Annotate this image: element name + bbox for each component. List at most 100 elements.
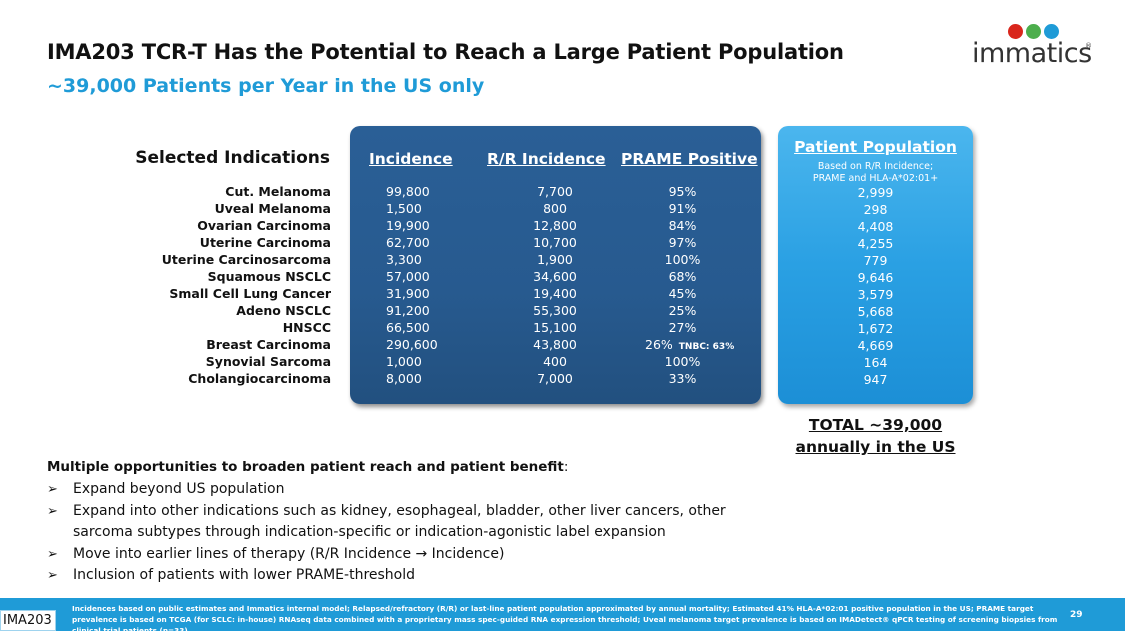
prame-value: 97% [645, 234, 720, 251]
prame-value: 95% [645, 183, 720, 200]
incidence-value: 57,000 [386, 269, 430, 284]
incidence-value: 99,800 [386, 184, 430, 199]
rr-incidence-value: 34,600 [533, 269, 577, 284]
prame-value: 68% [645, 268, 720, 285]
patient-population-value: 298 [863, 202, 888, 217]
prame-percent: 45% [668, 286, 697, 301]
rr-incidence-value: 10,700 [533, 235, 577, 250]
prame-percent: 26% [645, 337, 673, 352]
indication-labels: Cut. Melanoma Uveal Melanoma Ovarian Carci… [130, 183, 331, 387]
prame-value: 45% [645, 285, 720, 302]
total-line2: annually in the US [795, 438, 956, 456]
arrow-bullet-icon: ➢ [47, 482, 58, 497]
patient-population-value: 1,672 [857, 321, 894, 336]
rr-incidence-value: 55,300 [533, 303, 577, 318]
prame-percent: 97% [668, 235, 697, 250]
incidence-value: 8,000 [386, 371, 422, 386]
opportunities-heading-colon: : [563, 459, 569, 475]
tnbc-note: TNBC: 63% [678, 342, 735, 352]
logo-registered-mark: ® [1085, 42, 1092, 50]
prame-percent: 27% [668, 320, 697, 335]
page-number: 29 [1070, 610, 1083, 620]
logo-wordmark: immatics [972, 38, 1092, 69]
rr-incidence-value: 1,900 [537, 252, 573, 267]
prame-percent: 33% [668, 371, 697, 386]
opportunity-item: ➢ Inclusion of patients with lower PRAME-… [47, 565, 767, 587]
incidence-value: 31,900 [386, 286, 430, 301]
incidence-value: 3,300 [386, 252, 422, 267]
opportunity-item: ➢ Move into earlier lines of therapy (R/R… [47, 544, 767, 566]
prame-percent: 84% [668, 218, 697, 233]
opportunity-item: ➢ Expand beyond US population [47, 479, 767, 501]
prame-value: 27% [645, 319, 720, 336]
total-line1: TOTAL ~39,000 [808, 416, 943, 434]
incidence-value: 1,500 [386, 201, 422, 216]
prame-value: 100% [645, 353, 720, 370]
patient-population-value: 947 [863, 372, 888, 387]
patient-population-value: 9,646 [857, 270, 894, 285]
patient-population-sub-line1: Based on R/R Incidence; [817, 161, 934, 172]
incidence-value: 66,500 [386, 320, 430, 335]
incidence-value: 1,000 [386, 354, 422, 369]
arrow-bullet-icon: ➢ [47, 546, 58, 562]
rr-incidence-value: 7,000 [537, 371, 573, 386]
patient-population-column: 2,999 298 4,408 4,255 779 9,646 3,579 5,668 1,67… [778, 184, 973, 388]
patient-population-value: 4,255 [857, 236, 894, 251]
footnote: Incidences based on public estimates and… [72, 604, 1058, 631]
patient-population-subheader: Based on R/R Incidence; PRAME and HLA-A*… [778, 161, 973, 185]
prame-value: 100% [645, 251, 720, 268]
prame-value: 33% [645, 370, 720, 387]
patient-population-value: 4,408 [857, 219, 894, 234]
patient-population-value: 5,668 [857, 304, 894, 319]
incidence-header: Incidence [369, 150, 453, 168]
logo-green-dot-icon [1026, 24, 1041, 39]
patient-population-value: 164 [863, 355, 888, 370]
rr-incidence-value: 15,100 [533, 320, 577, 335]
arrow-bullet-icon: ➢ [47, 503, 58, 519]
opportunities-heading: Multiple opportunities to broaden patien… [47, 459, 568, 475]
indication-label: Adeno NSCLC [236, 303, 331, 318]
incidence-value: 19,900 [386, 218, 430, 233]
indication-label: Uterine Carcinoma [199, 235, 331, 250]
prame-percent: 100% [664, 252, 701, 267]
indication-label: Ovarian Carcinoma [197, 218, 331, 233]
indication-label: Synovial Sarcoma [205, 354, 331, 369]
patient-population-header: Patient Population [794, 138, 957, 156]
logo-red-dot-icon [1008, 24, 1023, 39]
prame-value: 84% [645, 217, 720, 234]
footer-tag: IMA203 [0, 610, 56, 631]
prame-value: 25% [645, 302, 720, 319]
opportunity-text: Inclusion of patients with lower PRAME-t… [73, 567, 416, 583]
opportunity-item: ➢ Expand into other indications such as k… [47, 501, 767, 544]
rr-incidence-value: 7,700 [537, 184, 573, 199]
prame-positive-header: PRAME Positive [621, 150, 758, 168]
rr-incidence-value: 12,800 [533, 218, 577, 233]
indication-label: Cut. Melanoma [225, 184, 331, 199]
rr-incidence-value: 800 [543, 201, 567, 216]
prame-value: 91% [645, 200, 720, 217]
patient-population-panel: Patient Population Based on R/R Incidenc… [778, 126, 973, 404]
arrow-bullet-icon: ➢ [47, 568, 58, 583]
indication-label: HNSCC [282, 320, 331, 335]
logo-blue-dot-icon [1044, 24, 1059, 39]
rr-incidence-value: 43,800 [533, 337, 577, 352]
logo-dots [1008, 24, 1059, 40]
indication-label: Squamous NSCLC [207, 269, 331, 284]
prame-percent: 25% [668, 303, 697, 318]
page-subtitle: ~39,000 Patients per Year in the US only [47, 75, 485, 97]
prame-percent: 100% [664, 354, 701, 369]
prame-value: 26% TNBC: 63% [645, 336, 734, 353]
rr-incidence-header: R/R Incidence [487, 150, 606, 168]
patient-population-value: 779 [863, 253, 888, 268]
prame-percent: 68% [668, 269, 697, 284]
indication-label: Breast Carcinoma [206, 337, 331, 352]
prame-column: 95% 91% 84% 97% 100% 68% 45% 25% 27% 26% TNBC: 63%… [645, 183, 734, 387]
patient-population-value: 3,579 [857, 287, 894, 302]
patient-population-value: 2,999 [857, 185, 894, 200]
incidence-value: 62,700 [386, 235, 430, 250]
incidence-column: 99,800 1,500 19,900 62,700 3,300 57,000 31,900… [386, 183, 446, 387]
patient-population-value: 4,669 [857, 338, 894, 353]
rr-incidence-column: 7,700 800 12,800 10,700 1,900 34,600 19,400 55,… [510, 183, 600, 387]
indications-heading: Selected Indications [135, 148, 330, 168]
patient-population-sub-line2: PRAME and HLA-A*02:01+ [812, 173, 939, 184]
